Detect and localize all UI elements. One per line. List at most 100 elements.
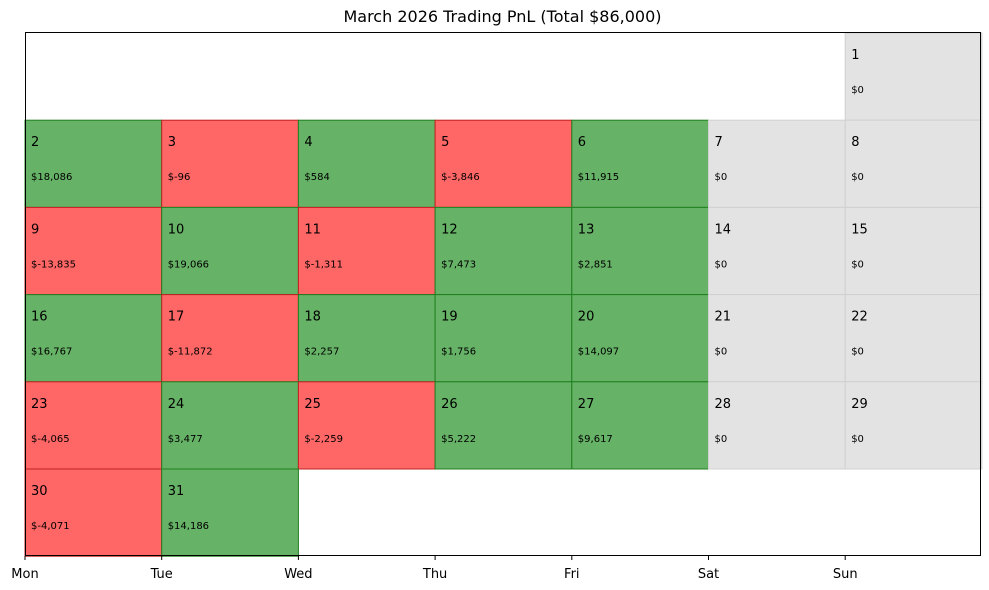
day-cell: 14 $0 xyxy=(708,206,846,296)
day-number: 12 xyxy=(441,222,458,237)
day-cell: 16 $16,767 xyxy=(24,294,163,383)
x-tick-label: Wed xyxy=(284,567,312,582)
day-cell-rect xyxy=(297,206,436,296)
day-cell-rect xyxy=(297,294,436,383)
day-cell-rect xyxy=(844,32,983,121)
pnl-label: $18,086 xyxy=(31,172,72,183)
day-cell-rect xyxy=(844,294,983,383)
day-cell-rect xyxy=(297,381,436,470)
day-number: 17 xyxy=(168,310,185,325)
day-cell: 1 $0 xyxy=(844,32,983,121)
day-cell-rect xyxy=(24,468,163,557)
day-cell: 30 $-4,071 xyxy=(24,468,163,557)
day-cell: 24 $3,477 xyxy=(161,381,299,470)
day-cell: 19 $1,756 xyxy=(434,294,573,383)
day-cell-rect xyxy=(708,381,846,470)
day-number: 20 xyxy=(578,310,595,325)
pnl-label: $16,767 xyxy=(31,347,72,358)
pnl-label: $1,756 xyxy=(441,347,476,358)
day-number: 29 xyxy=(851,397,868,412)
day-cell: 5 $-3,846 xyxy=(434,119,573,208)
day-cell: 20 $14,097 xyxy=(571,294,709,383)
day-cell-rect xyxy=(161,206,299,296)
x-tick-label: Sat xyxy=(698,567,719,582)
day-cell: 29 $0 xyxy=(844,381,983,470)
day-cell-rect xyxy=(434,294,573,383)
day-cell-rect xyxy=(571,381,709,470)
day-cell: 2 $18,086 xyxy=(24,119,163,208)
day-number: 5 xyxy=(441,135,449,150)
day-cell-rect xyxy=(434,381,573,470)
day-cell: 3 $-96 xyxy=(161,119,299,208)
day-number: 25 xyxy=(304,397,321,412)
day-cell-rect xyxy=(844,119,983,208)
day-cell-rect xyxy=(571,206,709,296)
day-cell: 18 $2,257 xyxy=(297,294,436,383)
pnl-label: $-4,065 xyxy=(31,434,70,445)
day-cell-rect xyxy=(161,381,299,470)
x-tick-label: Sun xyxy=(833,567,858,582)
day-cell: 15 $0 xyxy=(844,206,983,296)
x-tick-label: Thu xyxy=(422,567,447,582)
day-cell-rect xyxy=(434,206,573,296)
day-cell: 13 $2,851 xyxy=(571,206,709,296)
day-cell: 12 $7,473 xyxy=(434,206,573,296)
day-number: 2 xyxy=(31,135,39,150)
pnl-label: $3,477 xyxy=(168,434,203,445)
pnl-label: $-1,311 xyxy=(304,259,343,270)
day-cell-rect xyxy=(708,294,846,383)
day-cell: 7 $0 xyxy=(708,119,846,208)
day-cell-rect xyxy=(161,294,299,383)
day-cell-rect xyxy=(434,119,573,208)
pnl-label: $584 xyxy=(304,172,329,183)
day-number: 21 xyxy=(715,310,732,325)
day-cell-rect xyxy=(571,119,709,208)
pnl-label: $11,915 xyxy=(578,172,619,183)
day-number: 14 xyxy=(715,222,732,237)
pnl-label: $0 xyxy=(851,259,864,270)
pnl-label: $-2,259 xyxy=(304,434,343,445)
day-cell-rect xyxy=(24,294,163,383)
pnl-label: $0 xyxy=(851,434,864,445)
chart-title: March 2026 Trading PnL (Total $86,000) xyxy=(343,7,662,26)
day-cell: 11 $-1,311 xyxy=(297,206,436,296)
day-cell: 9 $-13,835 xyxy=(24,206,163,296)
day-number: 4 xyxy=(304,135,312,150)
pnl-label: $-3,846 xyxy=(441,172,480,183)
day-cell-rect xyxy=(571,294,709,383)
pnl-label: $19,066 xyxy=(168,259,209,270)
pnl-label: $2,851 xyxy=(578,259,613,270)
day-cell: 25 $-2,259 xyxy=(297,381,436,470)
day-number: 24 xyxy=(168,397,185,412)
pnl-label: $0 xyxy=(851,347,864,358)
day-cell: 21 $0 xyxy=(708,294,846,383)
day-cell: 22 $0 xyxy=(844,294,983,383)
pnl-label: $-4,071 xyxy=(31,521,70,532)
x-axis: Mon Tue Wed Thu Fri Sat Sun xyxy=(11,556,858,582)
day-number: 28 xyxy=(715,397,732,412)
day-cell-rect xyxy=(844,381,983,470)
day-cell-rect xyxy=(844,206,983,296)
day-number: 1 xyxy=(851,48,859,63)
day-number: 6 xyxy=(578,135,586,150)
day-cell: 31 $14,186 xyxy=(161,468,299,557)
pnl-label: $2,257 xyxy=(304,347,339,358)
day-cell-rect xyxy=(161,468,299,557)
day-number: 30 xyxy=(31,484,48,499)
day-cell: 23 $-4,065 xyxy=(24,381,163,470)
pnl-label: $7,473 xyxy=(441,259,476,270)
day-number: 3 xyxy=(168,135,176,150)
pnl-label: $0 xyxy=(715,259,728,270)
day-cell: 6 $11,915 xyxy=(571,119,709,208)
day-number: 7 xyxy=(715,135,723,150)
day-number: 10 xyxy=(168,222,185,237)
plot-frame xyxy=(25,32,981,556)
day-cell: 8 $0 xyxy=(844,119,983,208)
day-number: 9 xyxy=(31,222,39,237)
pnl-label: $-96 xyxy=(168,172,191,183)
day-number: 27 xyxy=(578,397,595,412)
day-number: 16 xyxy=(31,310,48,325)
day-cell-rect xyxy=(297,119,436,208)
x-tick-label: Mon xyxy=(11,567,38,582)
